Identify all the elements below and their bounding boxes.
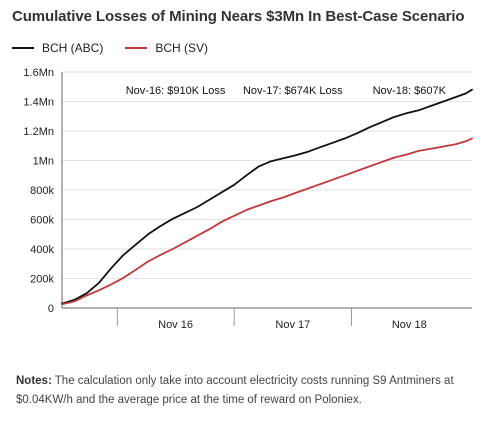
line-chart: 0 200k 400k 600k 800k 1Mn 1.2Mn 1.4Mn 1.6Mn Nov 1…: [23, 67, 473, 331]
annotation-label: Nov-16: $910K Loss: [126, 85, 226, 97]
legend-item-abc: BCH (ABC): [12, 41, 103, 55]
x-tick-label: Nov 16: [158, 319, 193, 331]
annotation-label: Nov-17: $674K Loss: [243, 85, 343, 97]
y-tick-label: 400k: [30, 244, 54, 256]
y-tick-label: 1.6Mn: [23, 67, 54, 79]
chart-legend: BCH (ABC) BCH (SV): [12, 40, 230, 56]
y-tick-label: 1Mn: [33, 156, 54, 168]
x-tick-label: Nov 18: [392, 319, 427, 331]
annotation-label: Nov-18: $607K: [373, 85, 447, 97]
y-tick-label: 0: [48, 303, 54, 315]
notes: Notes: The calculation only take into ac…: [16, 372, 486, 410]
chart-title: Cumulative Losses of Mining Nears $3Mn I…: [12, 8, 465, 25]
notes-text: The calculation only take into account e…: [16, 375, 454, 406]
y-tick-label: 800k: [30, 185, 54, 197]
y-tick-label: 600k: [30, 215, 54, 227]
y-tick-label: 1.2Mn: [23, 126, 54, 138]
series-line-abc: [61, 88, 473, 305]
notes-label: Notes:: [16, 375, 52, 387]
x-tick-label: Nov 17: [275, 319, 310, 331]
y-tick-label: 1.4Mn: [23, 97, 54, 109]
legend-item-sv: BCH (SV): [125, 41, 208, 55]
chart-area: 0 200k 400k 600k 800k 1Mn 1.2Mn 1.4Mn 1.6Mn Nov 1…: [0, 62, 500, 342]
legend-swatch-abc: [12, 47, 34, 49]
legend-label-sv: BCH (SV): [155, 41, 209, 55]
y-tick-label: 200k: [30, 274, 54, 286]
legend-label-abc: BCH (ABC): [42, 41, 104, 55]
legend-swatch-sv: [125, 47, 148, 49]
series-line-sv: [61, 137, 473, 306]
